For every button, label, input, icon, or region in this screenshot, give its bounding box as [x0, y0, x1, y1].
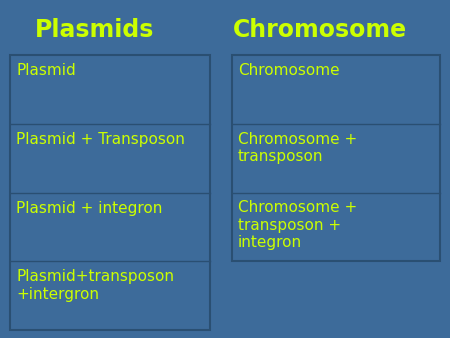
Text: Plasmid+transposon
+intergron: Plasmid+transposon +intergron	[16, 269, 174, 301]
Text: Chromosome +
transposon: Chromosome + transposon	[238, 132, 357, 164]
Bar	[10, 55, 210, 330]
Text: Plasmid + integron: Plasmid + integron	[16, 200, 162, 216]
Text: Plasmids: Plasmids	[35, 18, 155, 42]
Text: Chromosome: Chromosome	[233, 18, 407, 42]
Text: Chromosome: Chromosome	[238, 63, 340, 78]
Text: Plasmid: Plasmid	[16, 63, 76, 78]
Text: Plasmid + Transposon: Plasmid + Transposon	[16, 132, 185, 147]
Text: Chromosome +
transposon +
integron: Chromosome + transposon + integron	[238, 200, 357, 250]
Bar	[232, 55, 440, 261]
